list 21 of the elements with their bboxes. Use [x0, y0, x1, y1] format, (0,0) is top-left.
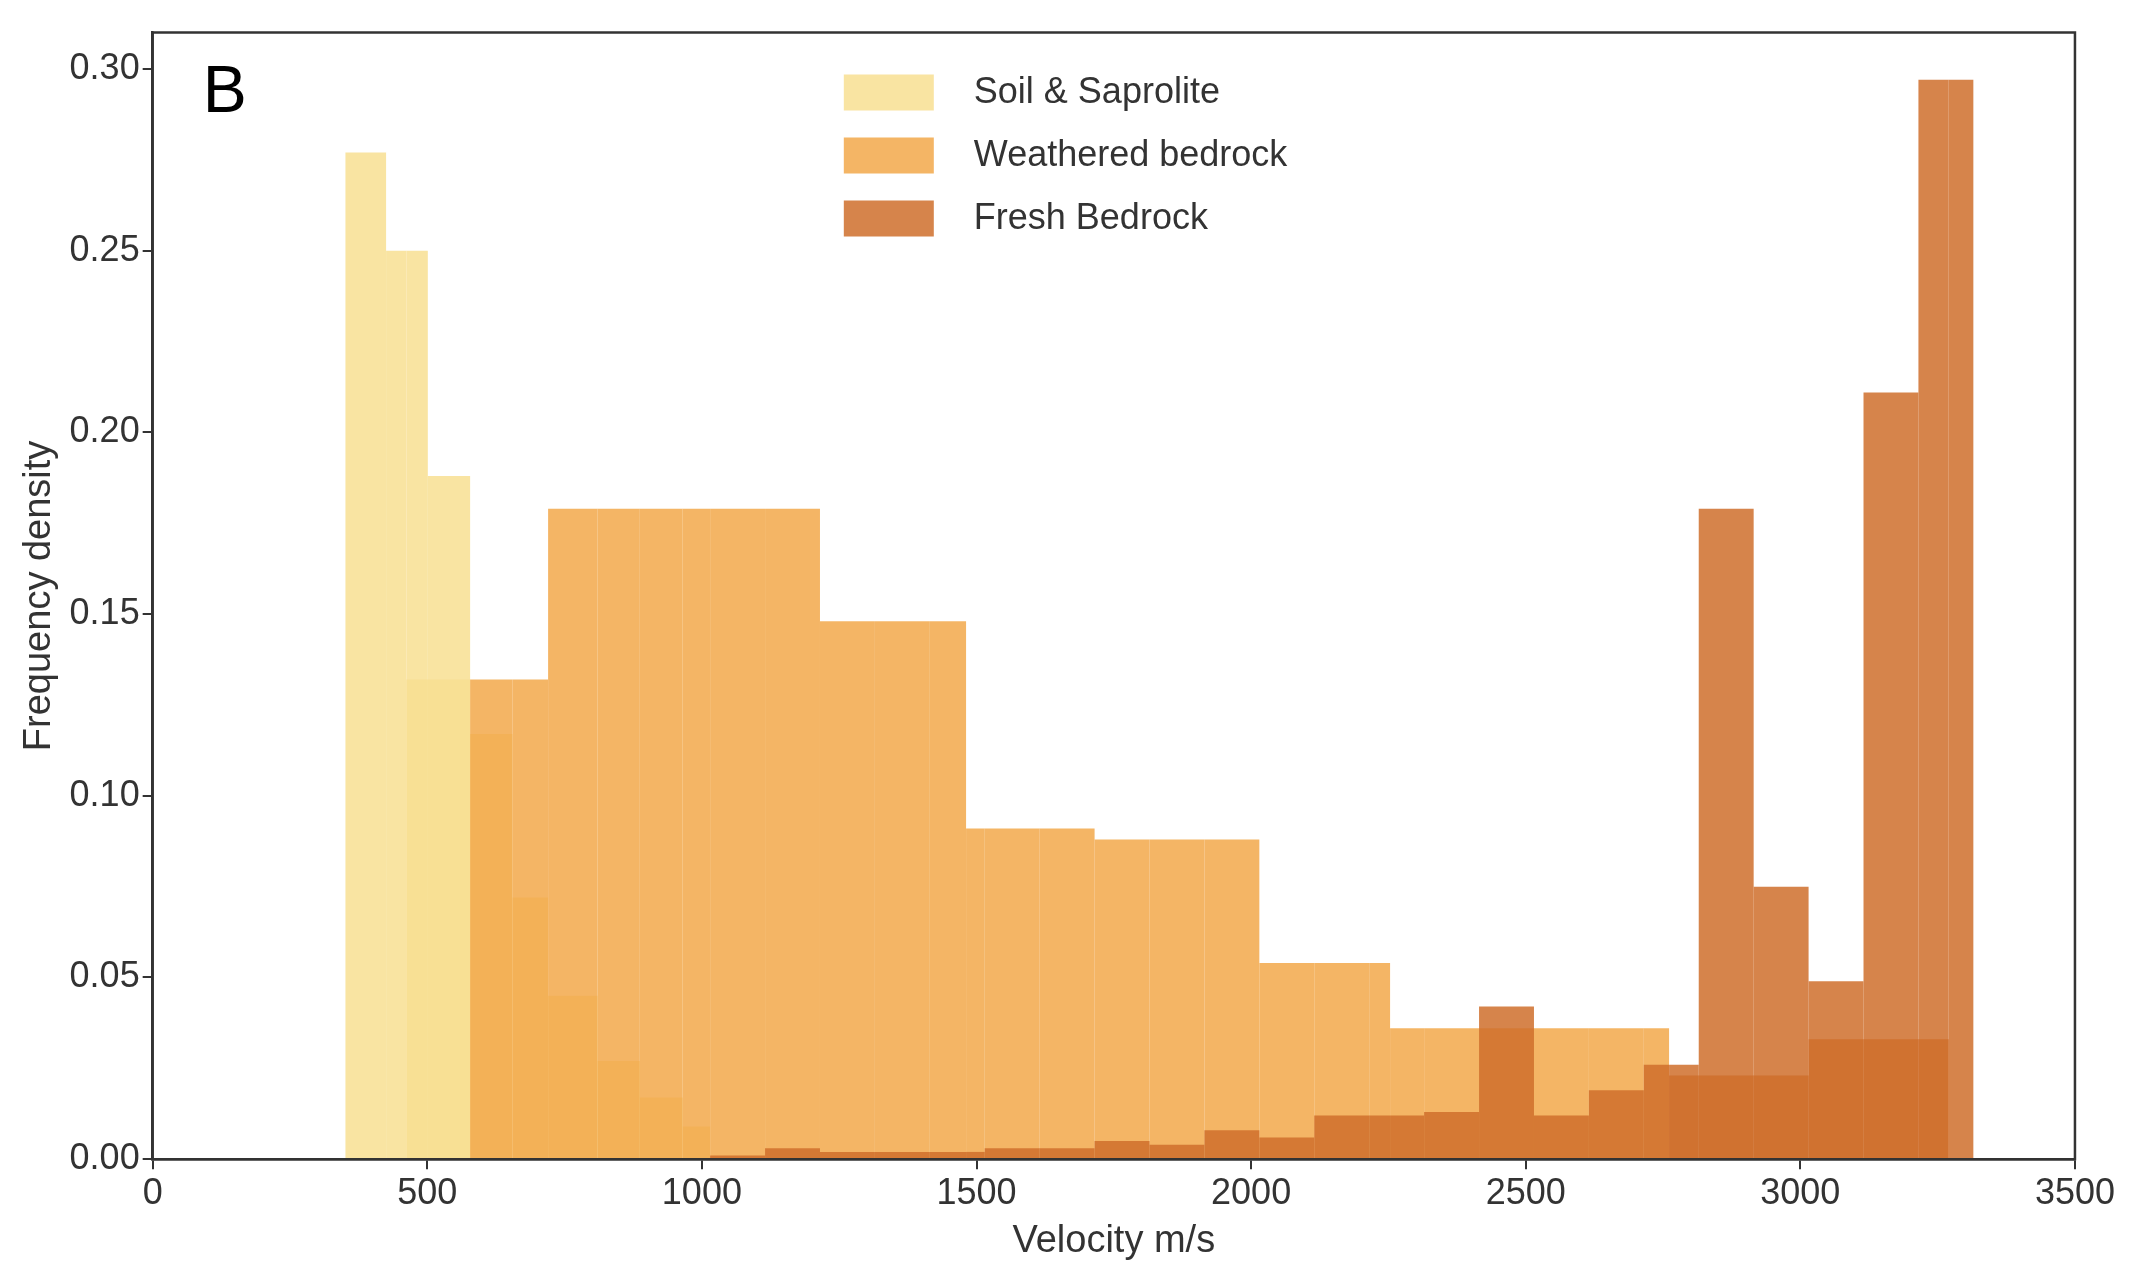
x-axis-title: Velocity m/s	[1012, 1217, 1216, 1260]
y-tick-label: 0.10	[69, 772, 140, 814]
y-tick-label: 0.30	[69, 45, 140, 87]
y-tick-label: 0.20	[69, 409, 140, 451]
y-tick-label: 0.05	[69, 954, 140, 996]
x-tick-label: 500	[397, 1170, 458, 1212]
x-tick-label: 2000	[1211, 1170, 1292, 1212]
x-tick-label: 1500	[936, 1170, 1017, 1212]
legend-label: Weathered bedrock	[973, 132, 1289, 174]
x-tick-label: 3500	[2034, 1170, 2115, 1212]
y-axis-title: Frequency density	[16, 440, 59, 752]
y-tick-label: 0.00	[69, 1136, 140, 1178]
legend-label: Fresh Bedrock	[973, 195, 1209, 237]
annotation: B	[202, 51, 247, 126]
x-tick-label: 1000	[661, 1170, 742, 1212]
x-tick-label: 2500	[1485, 1170, 1566, 1212]
y-tick-label: 0.25	[69, 227, 140, 269]
x-tick-label: 3000	[1760, 1170, 1841, 1212]
y-tick-label: 0.15	[69, 590, 140, 632]
x-tick-label: 0	[142, 1170, 163, 1212]
legend-label: Soil & Saprolite	[973, 69, 1220, 111]
